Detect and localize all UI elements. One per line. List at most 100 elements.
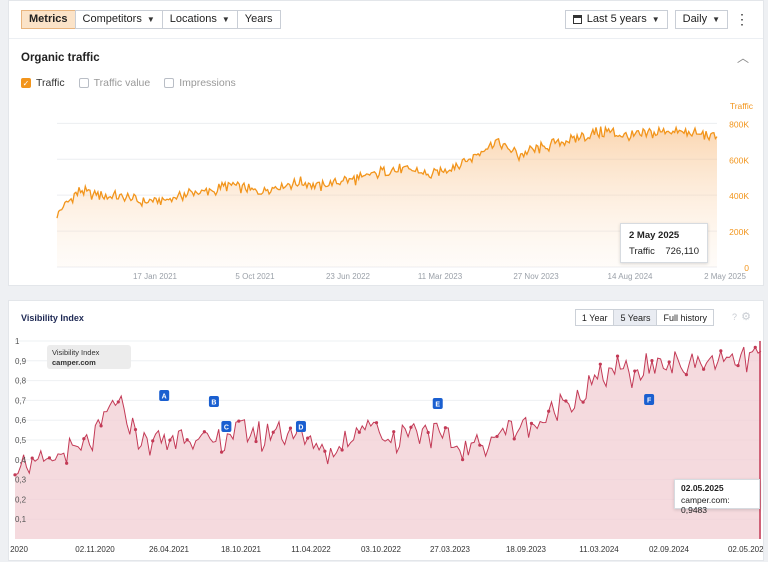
data-point: [392, 430, 396, 434]
traffic-line: [56, 124, 718, 219]
data-point: [357, 430, 361, 434]
period-dropdown[interactable]: Last 5 years ▼: [564, 10, 668, 29]
data-point: [529, 421, 534, 425]
data-point: [151, 439, 155, 443]
x-tick-label: 18.10.2021: [221, 545, 262, 554]
data-point: [306, 436, 310, 440]
data-point: [65, 461, 69, 465]
impressions-checkbox[interactable]: Impressions: [164, 77, 236, 89]
y-tick-label: 0,5: [15, 436, 27, 445]
data-point: [495, 434, 499, 439]
range-1-year[interactable]: 1 Year: [574, 309, 615, 326]
metric-checkboxes: ✓ Traffic Traffic value Impressions: [21, 77, 236, 89]
annotation-marker: A: [159, 390, 170, 401]
traffic-checkbox[interactable]: ✓ Traffic: [21, 77, 65, 89]
years-label: Years: [244, 13, 273, 25]
x-tick-label: 11.04.2022: [291, 545, 331, 554]
data-point: [702, 367, 706, 371]
range-full-history[interactable]: Full history: [656, 309, 714, 326]
locations-label: Locations: [169, 13, 217, 25]
calendar-icon: [572, 15, 582, 24]
data-point: [340, 448, 344, 452]
traffic-tooltip: 2 May 2025 Traffic 726,110: [620, 223, 708, 263]
data-point: [116, 400, 120, 404]
x-tick-label: 14 Aug 2024: [608, 272, 653, 281]
x-tick-label: 02.05.2025: [728, 545, 763, 554]
data-point: [288, 426, 293, 430]
traffic-checkbox-label: Traffic: [36, 77, 65, 89]
x-tick-label: 23 Jun 2022: [326, 272, 371, 281]
data-point: [478, 443, 482, 447]
y-tick-label: 0: [744, 263, 749, 273]
tooltip-label: Traffic: [629, 246, 655, 257]
collapse-chevron-icon[interactable]: ︿: [736, 51, 749, 65]
y-tick-label: 0,7: [15, 396, 27, 405]
y-tick-label: 0,8: [15, 377, 27, 386]
caret-down-icon: ▼: [146, 15, 155, 24]
data-point: [581, 400, 585, 404]
granularity-label: Daily: [682, 13, 708, 25]
data-point: [254, 439, 258, 444]
divider: [9, 38, 763, 39]
x-tick-label: 02.09.2024: [649, 545, 690, 554]
data-point: [461, 458, 465, 462]
y-axis-label: Traffic: [730, 101, 754, 111]
x-tick-label: 02.11.2020: [75, 545, 115, 554]
visibility-index-panel: Visibility Index 1 Year 5 Years Full his…: [8, 300, 764, 561]
annotation-label: D: [298, 425, 303, 432]
checkbox-empty-icon: [78, 78, 89, 88]
data-point: [650, 359, 654, 363]
data-point: [667, 360, 671, 364]
main-toolbar: Metrics Competitors ▼ Locations ▼ Years: [21, 10, 281, 29]
data-point: [185, 438, 189, 442]
range-selector: 1 Year 5 Years Full history: [574, 309, 714, 326]
tooltip-date: 02.05.2025: [681, 483, 724, 493]
data-point: [82, 437, 86, 441]
data-point: [13, 473, 17, 477]
x-tick-label: 2 May 2025: [704, 272, 746, 281]
data-point: [202, 430, 206, 434]
x-tick-label: 11 Mar 2023: [418, 272, 463, 281]
more-options-icon[interactable]: ⋮: [735, 11, 749, 27]
locations-dropdown[interactable]: Locations ▼: [161, 10, 238, 29]
data-point: [736, 363, 740, 368]
y-tick-label: 0,4: [15, 456, 27, 465]
gear-icon[interactable]: ⚙: [741, 311, 751, 323]
section-title: Organic traffic: [21, 52, 100, 64]
legend-domain: camper.com: [52, 358, 96, 367]
tooltip-text: camper.com: 0,9483: [681, 495, 730, 515]
traffic-value-checkbox[interactable]: Traffic value: [78, 77, 150, 89]
granularity-dropdown[interactable]: Daily ▼: [674, 10, 728, 29]
visibility-chart[interactable]: 1 0,9 0,8 0,7 0,6 0,5 0,4 0,3 0,2 0,1 2020 02.11.2…: [9, 301, 763, 562]
impressions-checkbox-label: Impressions: [179, 77, 236, 89]
competitors-dropdown[interactable]: Competitors ▼: [74, 10, 163, 29]
checkbox-checked-icon: ✓: [21, 78, 31, 88]
y-tick-label: 200K: [729, 227, 749, 237]
annotation-badge: [295, 421, 306, 432]
annotation-marker: B: [208, 396, 219, 407]
visibility-line: [14, 346, 762, 476]
x-tick-label: 18.09.2023: [506, 545, 547, 554]
data-point: [168, 438, 172, 442]
x-tick-label: 17 Jan 2021: [133, 272, 178, 281]
organic-traffic-chart[interactable]: 800K 600K 400K 200K 0 17 Jan 2021 5 Oct 2021 2…: [9, 1, 763, 287]
caret-down-icon: ▼: [221, 15, 230, 24]
data-point: [99, 424, 103, 428]
annotation-marker: E: [432, 398, 443, 409]
annotation-badge: [644, 394, 655, 405]
y-tick-label: 1: [15, 337, 20, 346]
data-point: [598, 362, 602, 366]
years-button[interactable]: Years: [236, 10, 281, 29]
visibility-title: Visibility Index: [21, 313, 84, 323]
annotation-label: C: [224, 425, 229, 432]
visibility-tooltip: 02.05.2025 camper.com: 0,9483: [674, 479, 760, 515]
y-tick-label: 0,6: [15, 416, 27, 425]
metrics-button[interactable]: Metrics: [21, 10, 76, 29]
y-tick-label: 0,1: [15, 515, 27, 524]
help-icon[interactable]: ?: [731, 312, 737, 322]
organic-traffic-panel: Metrics Competitors ▼ Locations ▼ Years La…: [8, 0, 764, 286]
data-point: [719, 349, 723, 353]
y-tick-label: 400K: [729, 191, 749, 201]
x-tick-label: 03.10.2022: [361, 545, 402, 554]
x-tick-label: 27.03.2023: [430, 545, 471, 554]
